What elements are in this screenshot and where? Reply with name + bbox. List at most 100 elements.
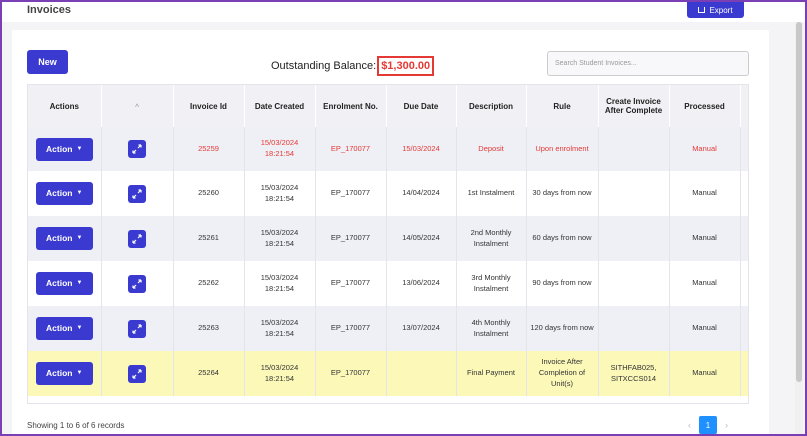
balance-label: Outstanding Balance: xyxy=(271,60,377,72)
expand-button[interactable] xyxy=(128,184,146,203)
overflow-cell xyxy=(740,261,748,306)
expand-cell xyxy=(101,261,174,306)
due-date-cell: 15/03/2024 xyxy=(386,127,457,171)
caret-down-icon: ▼ xyxy=(76,370,83,377)
date-created-cell: 15/03/2024 18:21:54 xyxy=(244,171,316,216)
processed-cell: Manual xyxy=(669,306,741,351)
export-button[interactable]: Export xyxy=(687,2,744,18)
caret-down-icon: ▼ xyxy=(76,325,83,332)
table-row: Action ▼ 25264 15/03/2024 18:21:54 EP_170077… xyxy=(28,351,748,396)
due-date-cell: 14/05/2024 xyxy=(386,216,457,261)
overflow-cell xyxy=(740,351,748,396)
invoices-table: Actions ^ Invoice Id Date Created Enrolm… xyxy=(27,84,749,404)
expand-cell xyxy=(101,306,174,351)
date-created-cell: 15/03/2024 18:21:54 xyxy=(244,351,316,396)
enrolment-no-cell: EP_170077 xyxy=(315,171,387,216)
create-after-cell xyxy=(598,127,670,171)
expand-icon xyxy=(132,144,142,154)
scrollbar[interactable] xyxy=(795,22,803,434)
overflow-cell xyxy=(740,306,748,351)
action-button[interactable]: Action ▼ xyxy=(35,182,93,205)
actions-cell: Action ▼ xyxy=(28,306,102,351)
processed-cell: Manual xyxy=(669,261,741,306)
col-description[interactable]: Description xyxy=(456,85,527,127)
scrollbar-thumb[interactable] xyxy=(796,22,802,382)
overflow-cell xyxy=(740,171,748,216)
col-date-created[interactable]: Date Created xyxy=(244,85,316,127)
action-label: Action xyxy=(46,143,73,154)
action-button[interactable]: Action ▼ xyxy=(35,317,93,340)
col-invoice-id[interactable]: Invoice Id xyxy=(173,85,245,127)
expand-cell xyxy=(101,171,174,216)
actions-cell: Action ▼ xyxy=(28,127,102,171)
invoice-id-cell: 25262 xyxy=(173,261,245,306)
col-rule[interactable]: Rule xyxy=(526,85,599,127)
action-button[interactable]: Action ▼ xyxy=(35,272,93,295)
action-label: Action xyxy=(46,233,73,244)
overflow-cell xyxy=(740,127,748,171)
description-cell: 1st Instalment xyxy=(456,171,527,216)
processed-cell: Manual xyxy=(669,171,741,216)
action-button[interactable]: Action ▼ xyxy=(35,227,93,250)
action-button[interactable]: Action ▼ xyxy=(35,362,93,385)
col-sort[interactable]: ^ xyxy=(101,85,174,127)
page-button-current[interactable]: 1 xyxy=(699,416,717,434)
new-button[interactable]: New xyxy=(27,50,68,74)
description-cell: Deposit xyxy=(456,127,527,171)
description-cell: 2nd Monthly Instalment xyxy=(456,216,527,261)
records-count: Showing 1 to 6 of 6 records xyxy=(27,421,125,430)
col-due-date[interactable]: Due Date xyxy=(386,85,457,127)
search-input[interactable]: Search Student Invoices... xyxy=(547,51,749,76)
overflow-cell xyxy=(740,216,748,261)
table-row: Action ▼ 25261 15/03/2024 18:21:54 EP_170077… xyxy=(28,216,748,261)
create-after-cell: SITHFAB025, SITXCCS014 xyxy=(598,351,670,396)
rule-cell: 120 days from now xyxy=(526,306,599,351)
expand-icon xyxy=(132,368,142,379)
rule-cell: Invoice After Completion of Unit(s) xyxy=(526,351,599,396)
expand-cell xyxy=(101,127,174,171)
col-processed[interactable]: Processed xyxy=(669,85,741,127)
caret-down-icon: ▼ xyxy=(76,145,83,152)
action-button[interactable]: Action ▼ xyxy=(35,137,93,161)
date-created-cell: 15/03/2024 18:21:54 xyxy=(244,216,316,261)
rule-cell: Upon enrolment xyxy=(526,127,599,171)
date-created-cell: 15/03/2024 18:21:54 xyxy=(244,261,316,306)
col-create-after[interactable]: Create Invoice After Complete xyxy=(598,85,670,127)
action-label: Action xyxy=(46,323,73,334)
expand-button[interactable] xyxy=(128,229,146,248)
action-label: Action xyxy=(46,368,73,379)
sort-up-icon: ^ xyxy=(134,103,140,111)
enrolment-no-cell: EP_170077 xyxy=(315,261,387,306)
description-cell: 4th Monthly Instalment xyxy=(456,306,527,351)
expand-icon xyxy=(132,278,142,289)
date-created-cell: 15/03/2024 18:21:54 xyxy=(244,306,316,351)
due-date-cell xyxy=(386,351,457,396)
processed-cell: Manual xyxy=(669,216,741,261)
expand-button[interactable] xyxy=(128,140,146,158)
col-enrolment-no[interactable]: Enrolment No. xyxy=(315,85,387,127)
col-actions: Actions xyxy=(28,85,102,127)
invoice-id-cell: 25264 xyxy=(173,351,245,396)
export-icon xyxy=(698,7,706,13)
next-page-icon[interactable]: › xyxy=(725,420,728,430)
create-after-cell xyxy=(598,306,670,351)
prev-page-icon[interactable]: ‹ xyxy=(688,420,691,430)
expand-icon xyxy=(132,323,142,334)
description-cell: 3rd Monthly Instalment xyxy=(456,261,527,306)
enrolment-no-cell: EP_170077 xyxy=(315,127,387,171)
rule-cell: 60 days from now xyxy=(526,216,599,261)
balance-amount: $1,300.00 xyxy=(377,56,435,76)
top-strip xyxy=(2,2,805,22)
description-cell: Final Payment xyxy=(456,351,527,396)
invoice-id-cell: 25259 xyxy=(173,127,245,171)
expand-button[interactable] xyxy=(128,274,146,293)
create-after-cell xyxy=(598,261,670,306)
table-row: Action ▼ 25259 15/03/2024 18:21:54 EP_170077… xyxy=(28,127,748,171)
create-after-cell xyxy=(598,171,670,216)
actions-cell: Action ▼ xyxy=(28,171,102,216)
export-label: Export xyxy=(709,5,733,15)
date-created-cell: 15/03/2024 18:21:54 xyxy=(244,127,316,171)
expand-icon xyxy=(132,188,142,199)
expand-button[interactable] xyxy=(128,364,146,383)
expand-button[interactable] xyxy=(128,319,146,338)
